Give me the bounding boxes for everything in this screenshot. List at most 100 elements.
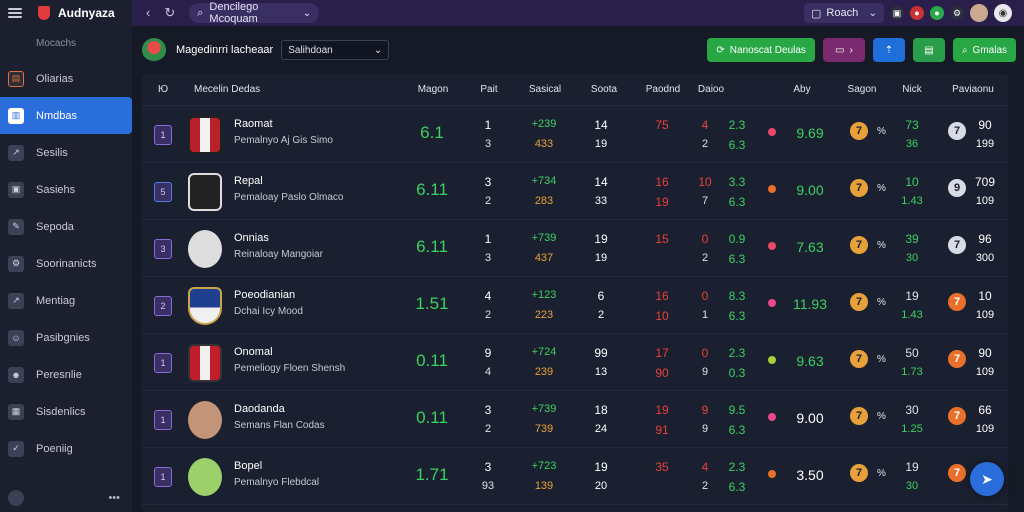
flag-icon[interactable]: ▣ xyxy=(890,6,904,20)
cell-value: 91 xyxy=(655,423,669,437)
rank-badge: 1 xyxy=(154,353,172,373)
sidebar-item-7[interactable]: ☺ Pasibgnies xyxy=(0,319,132,356)
avatar[interactable] xyxy=(970,4,988,22)
column-header[interactable]: Paviaonu xyxy=(952,84,994,95)
cell-value: 19 xyxy=(594,460,608,474)
team-name[interactable]: Daodanda xyxy=(234,403,285,415)
menu-icon[interactable] xyxy=(8,8,22,18)
form-badge-icon: 7 xyxy=(850,179,868,197)
column-header[interactable]: Magon xyxy=(417,84,449,95)
cell-value: 7 xyxy=(701,195,709,207)
search-text: Dencilego Mcoquam xyxy=(209,1,259,25)
column-header[interactable]: Soota xyxy=(590,84,618,95)
cell-value: 24 xyxy=(594,423,608,435)
status-badge-icon: 7 xyxy=(948,293,966,311)
percent-label: % xyxy=(877,411,886,422)
table-row[interactable]: 1 Raomat Pemalnyo Aj Gis Simo 6.1 1 3 +239 433 1… xyxy=(142,106,1008,163)
alert-icon[interactable]: ● xyxy=(910,6,924,20)
cell-value: 9 xyxy=(701,403,709,417)
percent-label: % xyxy=(877,297,886,308)
cell-value: 9.5 xyxy=(728,403,746,417)
sidebar-item-8[interactable]: ☻ Peresnlie xyxy=(0,356,132,393)
sidebar-item-4[interactable]: ✎ Sepoda xyxy=(0,208,132,245)
cell-value: 90 xyxy=(978,118,992,132)
compare-button[interactable]: ▭ › xyxy=(822,38,865,62)
sidebar-item-3[interactable]: ▣ Sasiehs xyxy=(0,171,132,208)
table-row[interactable]: 5 Repal Pemaloay Paslo Olmaco 6.11 3 2 +734 283… xyxy=(142,163,1008,220)
rating-value: 6.11 xyxy=(416,237,448,256)
primary-action-button[interactable]: ⟳ Nanoscat Deulas xyxy=(707,38,815,62)
last-action-label: Gmalas xyxy=(972,44,1007,56)
sidebar-item-6[interactable]: ↗ Mentiag xyxy=(0,282,132,319)
cell-value: 2 xyxy=(484,195,492,207)
cell-value: 3 xyxy=(484,138,492,150)
cell-value: 73 xyxy=(905,118,919,132)
more-icon[interactable]: ••• xyxy=(108,492,120,504)
team-name[interactable]: Bopel xyxy=(234,460,263,472)
cell-value: 66 xyxy=(978,403,992,417)
cell-value: 19 xyxy=(905,289,919,303)
settings-icon[interactable]: ⚙ xyxy=(950,6,964,20)
sidebar-item-5[interactable]: ⚙ Soorinanicts xyxy=(0,245,132,282)
cell-value: 0.9 xyxy=(728,232,746,246)
odds-value: +239 xyxy=(531,118,557,130)
sidebar-item-2[interactable]: ↗ Sesilis xyxy=(0,134,132,171)
average-value: 9.63 xyxy=(796,353,824,369)
odds-value: +723 xyxy=(531,460,557,472)
table-row[interactable]: 1 Bopel Pemalnyo Flebdcal 1.71 3 93 +723 139 19 2… xyxy=(142,448,1008,505)
season-select[interactable]: Salihdoan ⌄ xyxy=(281,40,390,60)
column-header[interactable]: Nick xyxy=(902,84,922,95)
sidebar-item-label: Pasibgnies xyxy=(36,331,90,344)
column-header[interactable]: Sasical xyxy=(528,84,562,95)
sidebar-item-label: Nmdbas xyxy=(36,109,77,122)
table-row[interactable]: 2 Poeodianian Dchai Icy Mood 1.51 4 2 +123 223 6… xyxy=(142,277,1008,334)
cell-value: 30 xyxy=(905,480,919,492)
column-header[interactable]: Sagon xyxy=(847,84,877,95)
status-badge-icon: 9 xyxy=(948,179,966,197)
sort-button[interactable]: ⇡ xyxy=(872,38,905,62)
percent-label: % xyxy=(877,240,886,251)
column-header[interactable]: Pait xyxy=(480,84,498,95)
team-name[interactable]: Onnias xyxy=(234,232,269,244)
help-icon[interactable] xyxy=(8,490,24,506)
sidebar-item-label: Peresnlie xyxy=(36,368,82,381)
team-name[interactable]: Poeodianian xyxy=(234,289,296,301)
sidebar-item-10[interactable]: ✓ Poeniig xyxy=(0,430,132,467)
percent-label: % xyxy=(877,126,886,137)
league-logo-icon xyxy=(142,38,166,62)
team-subtitle: Dchai Icy Mood xyxy=(234,306,303,317)
sidebar-item-label: Oliarias xyxy=(36,72,74,85)
table-row[interactable]: 1 Daodanda Semans Flan Codas 0.11 3 2 +739 739 1… xyxy=(142,391,1008,448)
back-icon[interactable]: ‹ xyxy=(146,5,151,20)
right-search-field[interactable]: ▢ Roach ⌄ xyxy=(804,3,884,23)
column-header[interactable]: Aby xyxy=(793,84,811,95)
cell-value: 2 xyxy=(701,480,709,492)
cell-value: 0.3 xyxy=(728,366,746,380)
export-button[interactable]: ▤ xyxy=(912,38,945,62)
team-name[interactable]: Onomal xyxy=(234,346,273,358)
team-name[interactable]: Repal xyxy=(234,175,263,187)
cell-value: 19 xyxy=(655,403,669,417)
sidebar-item-0[interactable]: ▤ Oliarias xyxy=(0,60,132,97)
box-icon: ▣ xyxy=(8,181,24,198)
status-icon[interactable]: ● xyxy=(930,6,944,20)
profile-icon[interactable]: ◉ xyxy=(994,4,1012,22)
cell-value: 109 xyxy=(975,423,995,435)
floating-action-button[interactable]: ➤ xyxy=(970,462,1004,496)
column-header[interactable]: Paodnd xyxy=(645,84,681,95)
sidebar-item-label: Soorinanicts xyxy=(36,257,97,270)
column-header[interactable]: Mecelin Dedas xyxy=(194,84,261,95)
cell-value: 1 xyxy=(701,309,709,321)
last-action-button[interactable]: ⌕ Gmalas xyxy=(952,38,1016,62)
cell-value: 2 xyxy=(484,423,492,435)
search-input[interactable]: ⌕ Dencilego Mcoquam ⌄ xyxy=(189,1,320,25)
sidebar-item-1[interactable]: ▥ Nmdbas xyxy=(0,97,132,134)
standings-table: Ю Mecelin Dedas Magon Pait Sasical Soota… xyxy=(142,74,1008,512)
column-header[interactable]: Daioo xyxy=(697,84,725,95)
sidebar-item-9[interactable]: ▦ Sisdenlics xyxy=(0,393,132,430)
table-row[interactable]: 1 Onomal Pemeliogy Floen Shensh 0.11 9 4 +724 2… xyxy=(142,334,1008,391)
refresh-icon[interactable]: ↻ xyxy=(164,5,176,20)
table-row[interactable]: 3 Onnias Reinaloay Mangoiar 6.11 1 3 +739 437 19… xyxy=(142,220,1008,277)
team-name[interactable]: Raomat xyxy=(234,118,273,130)
rank-badge: 5 xyxy=(154,182,172,202)
